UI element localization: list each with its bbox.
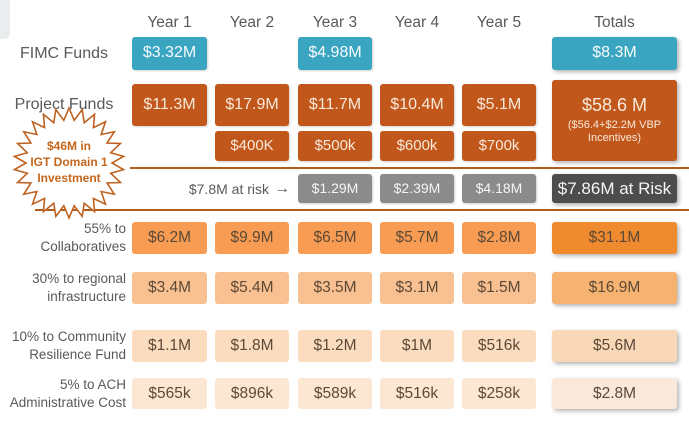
column-header-year4: Year 4	[394, 13, 440, 31]
project-funds-row-label: Project Funds	[14, 96, 114, 113]
column-header-year2: Year 2	[229, 13, 275, 31]
project-total-note: ($56.4+$2.2M VBP Incentives)	[567, 118, 662, 145]
allocation-5-year3-cell: $589k	[298, 378, 372, 409]
allocation-10-total-cell: $5.6M	[552, 330, 677, 362]
allocation-30-total-cell: $16.9M	[552, 272, 677, 304]
project-year5-cell: $5.1M	[462, 84, 536, 126]
allocation-5-label: 5% to ACH Administrative Cost	[9, 376, 126, 410]
at-risk-row-label: $7.8M at risk →	[125, 174, 290, 203]
allocation-5-year1-cell: $565k	[132, 378, 207, 409]
at-risk-label-text: $7.8M at risk	[188, 180, 269, 197]
allocation-55-year2-cell: $9.9M	[215, 222, 289, 254]
allocation-10-year4-cell: $1M	[380, 330, 454, 362]
fimc-total-cell: $8.3M	[552, 37, 677, 70]
project-total-amount: $58.6 M	[581, 94, 648, 115]
fimc-year3-cell: $4.98M	[298, 37, 372, 70]
allocation-10-year5-cell: $516k	[462, 330, 536, 362]
fimc-funds-row-label: FIMC Funds	[19, 44, 108, 62]
starburst-badge	[12, 106, 126, 220]
project-year4-cell: $10.4M	[380, 84, 454, 126]
allocation-30-year2-cell: $5.4M	[215, 272, 289, 304]
allocation-30-year5-cell: $1.5M	[462, 272, 536, 304]
allocation-10-year3-cell: $1.2M	[298, 330, 372, 362]
project-extra-year2-cell: $400K	[215, 131, 289, 161]
allocation-55-year5-cell: $2.8M	[462, 222, 536, 254]
allocation-55-label: 55% to Collaboratives	[40, 221, 126, 254]
allocation-5-year5-cell: $258k	[462, 378, 536, 409]
allocation-55-year3-cell: $6.5M	[298, 222, 372, 254]
project-extra-year5-cell: $700k	[462, 131, 536, 161]
column-header-totals: Totals	[594, 13, 635, 31]
column-header-year3: Year 3	[312, 13, 358, 31]
project-total-cell: $58.6 M ($56.4+$2.2M VBP Incentives)	[552, 80, 677, 161]
allocation-55-year1-cell: $6.2M	[132, 222, 207, 254]
project-year3-cell: $11.7M	[298, 84, 372, 126]
allocation-5-total-cell: $2.8M	[552, 378, 677, 409]
project-year2-cell: $17.9M	[215, 84, 289, 126]
project-extra-year3-cell: $500k	[298, 131, 372, 161]
allocation-30-year3-cell: $3.5M	[298, 272, 372, 304]
allocation-55-year4-cell: $5.7M	[380, 222, 454, 254]
project-year1-cell: $11.3M	[132, 84, 207, 126]
risk-year5-cell: $4.18M	[462, 174, 536, 203]
fimc-year1-cell: $3.32M	[132, 37, 207, 70]
slide-edge-fragment	[0, 0, 10, 39]
starburst-badge-text: $46M in IGT Domain 1 Investment	[30, 139, 108, 185]
risk-year3-cell: $1.29M	[298, 174, 372, 203]
divider-line-bottom	[35, 209, 689, 211]
allocation-5-year4-cell: $516k	[380, 378, 454, 409]
allocation-5-year2-cell: $896k	[215, 378, 289, 409]
column-header-year5: Year 5	[476, 13, 522, 31]
risk-total-cell: $7.86M at Risk	[552, 174, 677, 203]
project-extra-year4-cell: $600k	[380, 131, 454, 161]
arrow-right-icon: →	[274, 179, 290, 197]
risk-year4-cell: $2.39M	[380, 174, 454, 203]
divider-line-top	[130, 167, 689, 169]
allocation-10-year1-cell: $1.1M	[132, 330, 207, 362]
allocation-30-year1-cell: $3.4M	[132, 272, 207, 304]
column-header-year1: Year 1	[147, 13, 192, 31]
allocation-30-year4-cell: $3.1M	[380, 272, 454, 304]
allocation-30-label: 30% to regional infrastructure	[32, 271, 126, 304]
allocation-10-year2-cell: $1.8M	[215, 330, 289, 362]
allocation-55-total-cell: $31.1M	[552, 222, 677, 254]
starburst-outline	[12, 106, 126, 220]
allocation-10-label: 10% to Community Resilience Fund	[11, 329, 126, 362]
